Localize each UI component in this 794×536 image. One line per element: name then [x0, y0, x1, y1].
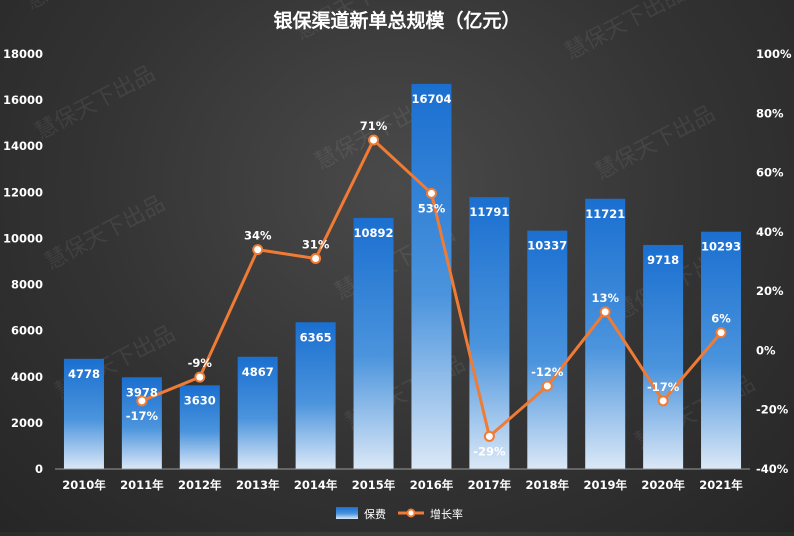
y-right-tick-label: -40% [756, 462, 789, 476]
y-left-tick-label: 2000 [11, 416, 43, 430]
bar-premium [469, 197, 510, 469]
watermark-text: 慧保天下出品 [31, 61, 159, 145]
bar-premium [527, 230, 568, 469]
data-labels-layer: 4778 3978 3630 4867 6365 10892 16704 11791 10337… [68, 92, 741, 407]
bar-value-label: 11721 [585, 207, 625, 221]
x-tick-label: 2014年 [294, 478, 338, 492]
x-tick-label: 2018年 [526, 478, 570, 492]
y-left-tick-label: 10000 [3, 231, 43, 245]
y-left-tick-label: 4000 [11, 370, 43, 384]
legend-marker-growth [406, 508, 416, 518]
growth-point [483, 430, 495, 442]
x-tick-label: 2021年 [699, 478, 743, 492]
y-right-tick-label: 100% [756, 47, 792, 61]
growth-value-label: 71% [360, 119, 388, 133]
growth-value-label: -12% [531, 365, 564, 379]
x-tick-label: 2019年 [583, 478, 627, 492]
growth-value-label: 34% [244, 229, 272, 243]
growth-value-label: -29% [473, 444, 506, 458]
y-left-tick-label: 18000 [3, 47, 43, 61]
growth-value-label: 6% [711, 312, 731, 326]
growth-point [599, 306, 611, 318]
y-right-tick-label: 60% [756, 166, 784, 180]
y-right-tick-label: 40% [756, 225, 784, 239]
bar-premium [63, 358, 104, 469]
growth-point [310, 253, 322, 265]
bar-value-label: 4778 [68, 367, 100, 381]
legend-label-premium: 保费 [364, 507, 386, 521]
bar-value-label: 9718 [647, 253, 679, 267]
bar-value-label: 3630 [184, 393, 216, 407]
growth-value-label: 13% [591, 291, 619, 305]
y-left-tick-label: 12000 [3, 185, 43, 199]
y-left-tick-label: 0 [35, 462, 43, 476]
y-right-tick-label: -20% [756, 403, 789, 417]
y-right-tick-label: 80% [756, 106, 784, 120]
growth-value-label: 31% [302, 238, 330, 252]
growth-point [425, 187, 437, 199]
growth-point [715, 327, 727, 339]
bar-premium [237, 356, 278, 469]
x-tick-label: 2013年 [236, 478, 280, 492]
x-tick-label: 2017年 [468, 478, 512, 492]
watermark-text: 慧保天下出品 [561, 0, 689, 65]
y-left-tick-label: 8000 [11, 278, 43, 292]
legend-label-growth: 增长率 [430, 507, 463, 521]
growth-line-layer: -17% -9% 34% 31% 71% 53% -29% -12% 13% -17% 6% [126, 119, 732, 458]
x-tick-label: 2011年 [120, 478, 164, 492]
growth-value-label: -17% [647, 380, 680, 394]
bar-value-label: 10892 [354, 226, 394, 240]
bar-premium [121, 377, 162, 469]
bar-value-label: 6365 [300, 330, 332, 344]
chart-title: 银保渠道新单总规模（亿元） [273, 9, 520, 32]
legend-swatch-premium [336, 507, 358, 519]
bar-premium [353, 217, 394, 469]
bar-value-label: 16704 [411, 92, 451, 106]
y-right-tick-label: 20% [756, 284, 784, 298]
bar-value-label: 11791 [469, 205, 509, 219]
legend: 保费 增长率 [336, 507, 463, 521]
growth-point [657, 395, 669, 407]
bar-value-label: 3978 [126, 385, 158, 399]
watermark-text: 慧保天下出品 [41, 191, 169, 275]
bar-value-label: 10293 [701, 240, 741, 254]
bar-premium [179, 385, 220, 469]
growth-point [136, 395, 148, 407]
growth-point [194, 371, 206, 383]
x-tick-label: 2010年 [62, 478, 106, 492]
y-left-tick-label: 14000 [3, 139, 43, 153]
growth-value-label: 53% [418, 201, 446, 215]
watermark-text: 慧保天下出品 [591, 101, 719, 185]
bar-premium [411, 83, 452, 469]
y-right-tick-label: 0% [756, 343, 776, 357]
bar-value-label: 10337 [527, 239, 567, 253]
bar-premium [643, 244, 684, 469]
growth-point [252, 244, 264, 256]
x-tick-label: 2016年 [410, 478, 454, 492]
growth-value-label: -9% [188, 356, 213, 370]
y-left-tick-label: 6000 [11, 324, 43, 338]
growth-point [368, 134, 380, 146]
watermark-text: 慧保天下出品 [21, 0, 149, 15]
x-tick-label: 2015年 [352, 478, 396, 492]
growth-point [541, 380, 553, 392]
x-tick-label: 2020年 [641, 478, 685, 492]
y-left-tick-label: 16000 [3, 93, 43, 107]
axes-layer: 0 2000 4000 6000 8000 10000 12000 14000 16000 180… [3, 47, 792, 492]
growth-value-label: -17% [126, 409, 159, 423]
bar-value-label: 4867 [242, 365, 274, 379]
bar-premium [295, 322, 336, 469]
x-tick-label: 2012年 [178, 478, 222, 492]
